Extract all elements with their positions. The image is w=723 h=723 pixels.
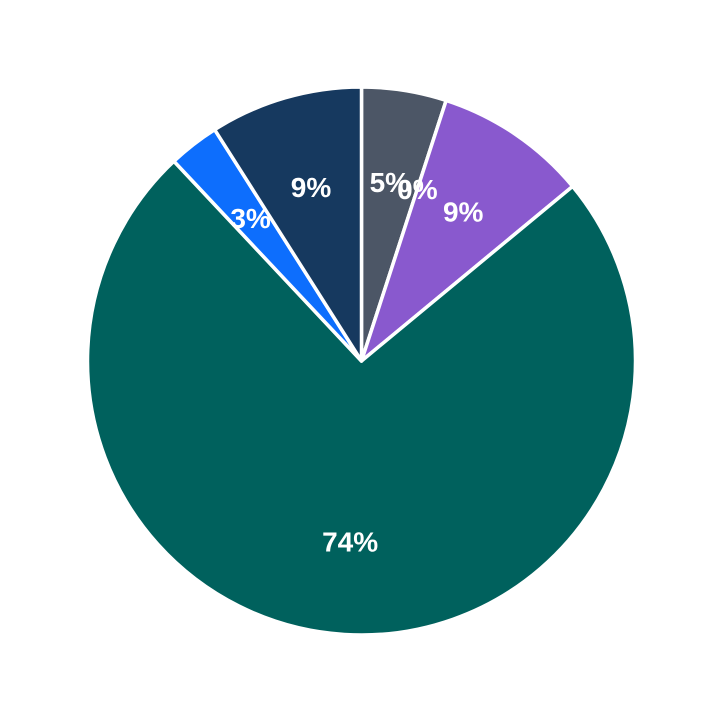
- pie-slice-label-2: 9%: [443, 196, 484, 227]
- pie-slice-label-5: 9%: [291, 172, 332, 203]
- pie-slice-label-4: 3%: [230, 203, 271, 234]
- pie-slice-3: [85, 159, 638, 637]
- pie-slice-label-0: 5%: [370, 167, 411, 198]
- pie-slice-2: [359, 98, 575, 363]
- pie-slice-label-1: 0%: [397, 174, 438, 205]
- pie-slice-label-3: 74%: [322, 527, 378, 558]
- pie-slice-5: [212, 85, 364, 363]
